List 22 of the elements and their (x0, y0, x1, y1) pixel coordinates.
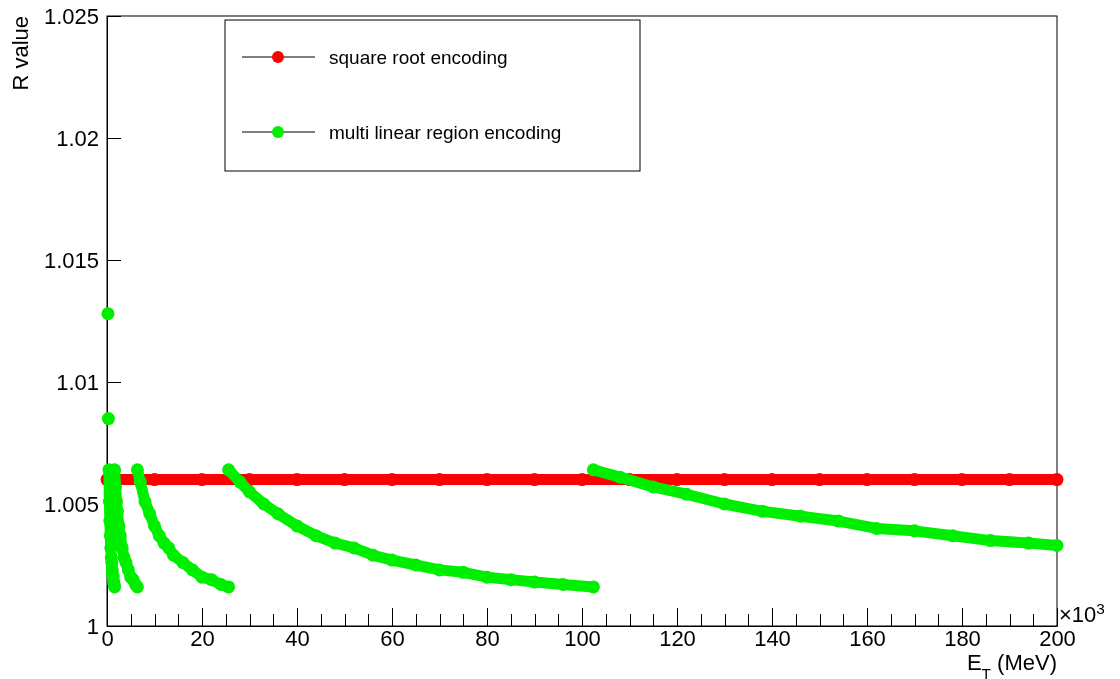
y-tick-label: 1.01 (56, 369, 99, 395)
x-tick-label: 60 (380, 625, 405, 651)
x-tick-label: 80 (475, 625, 500, 651)
x-tick-label: 40 (285, 625, 310, 651)
y-tick-label: 1.005 (43, 491, 99, 517)
x-tick-label: 20 (190, 625, 215, 651)
x-tick-label: 180 (944, 625, 981, 651)
y-tick-label: 1.025 (43, 3, 99, 29)
x-axis-title: E$_{T}$ (MeV) (966, 650, 1057, 679)
text: ×10$^{3}$ (1059, 599, 1105, 627)
x-tick-label: 100 (564, 625, 601, 651)
y-axis-title: R value (8, 16, 33, 91)
legend-label: square root encoding (329, 47, 508, 68)
x-tick-label: 0 (101, 625, 114, 651)
y-tick-label: 1 (86, 613, 99, 639)
y-tick-label: 1.02 (56, 125, 99, 151)
x-tick-label: 120 (659, 625, 696, 651)
y-tick-label: 1.015 (43, 247, 99, 273)
legend-label: multi linear region encoding (329, 122, 562, 143)
x-tick-label: 160 (849, 625, 886, 651)
x-tick-label: 140 (754, 625, 791, 651)
x-tick-label: 200 (1039, 625, 1076, 651)
